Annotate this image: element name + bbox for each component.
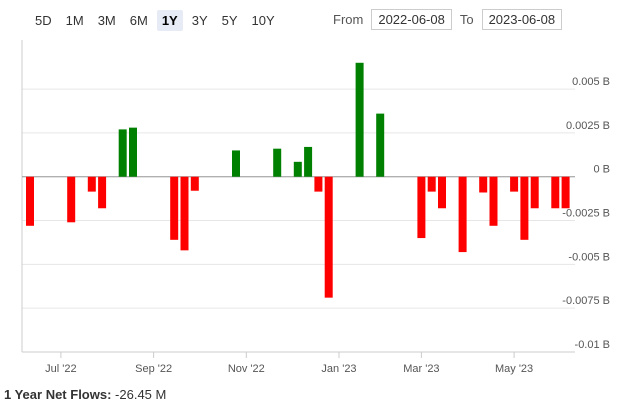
bar [314, 176, 323, 192]
bar [324, 176, 333, 298]
x-tick-label: Jan '23 [321, 363, 356, 375]
bar [438, 176, 446, 209]
bar [129, 127, 137, 177]
chart: -0.01 B -0.0075 B -0.005 B -0.0025 B 0 B 0.00… [21, 40, 610, 375]
bar [417, 176, 426, 239]
bar [98, 176, 107, 209]
bar [87, 176, 96, 192]
bar [530, 176, 539, 209]
bar [489, 176, 498, 226]
x-tick-label: Nov '22 [228, 363, 265, 375]
bar [67, 176, 76, 223]
range-button[interactable]: 1Y [156, 10, 183, 31]
y-tick-label: -0.01 B [575, 339, 610, 351]
bar [458, 176, 467, 253]
footer: 1 Year Net Flows: -26.45 M [4, 387, 166, 402]
bar [304, 146, 313, 177]
bar [26, 176, 34, 226]
to-date-input[interactable]: 2023-06-08 [481, 9, 563, 30]
bar [180, 176, 189, 251]
bar [427, 176, 436, 192]
y-tick-label: 0.005 B [572, 76, 610, 88]
range-selector: 5D 1M 3M 6M 1Y 3Y 5Y 10Y [30, 10, 280, 31]
bar [510, 176, 519, 192]
bar [170, 176, 179, 240]
bar [355, 62, 364, 177]
date-range: From 2022-06-08 To 2023-06-08 [333, 9, 570, 30]
bar [273, 148, 282, 177]
footer-label: 1 Year Net Flows: [4, 387, 112, 402]
y-tick-label: -0.0025 B [562, 208, 610, 220]
range-button[interactable]: 5D [35, 13, 52, 28]
x-tick-label: Jul '22 [45, 363, 76, 375]
from-date-input[interactable]: 2022-06-08 [371, 9, 452, 30]
bar [190, 176, 199, 191]
y-tick-label: 0.0025 B [566, 120, 610, 132]
range-button[interactable]: 6M [129, 13, 148, 28]
range-button[interactable]: 1M [65, 13, 84, 28]
bar [479, 176, 488, 193]
bar [293, 161, 302, 177]
x-tick-label: Mar '23 [403, 363, 439, 375]
footer-value: -26.45 M [115, 387, 167, 402]
bar [561, 176, 570, 209]
range-button[interactable]: 3Y [191, 13, 208, 28]
y-tick-label: 0 B [593, 164, 610, 176]
x-tick-label: Sep '22 [135, 363, 172, 375]
bar [232, 150, 240, 177]
to-label: To [459, 12, 474, 27]
range-button[interactable]: 10Y [251, 13, 275, 28]
from-label: From [333, 12, 364, 27]
bar [376, 113, 385, 177]
y-tick-label: -0.0075 B [562, 295, 610, 307]
x-tick-label: May '23 [495, 363, 533, 375]
range-button[interactable]: 3M [97, 13, 116, 28]
range-button[interactable]: 5Y [221, 13, 238, 28]
bar [520, 176, 529, 240]
bar [551, 176, 560, 209]
y-tick-label: -0.005 B [568, 251, 610, 263]
bar [118, 129, 127, 177]
